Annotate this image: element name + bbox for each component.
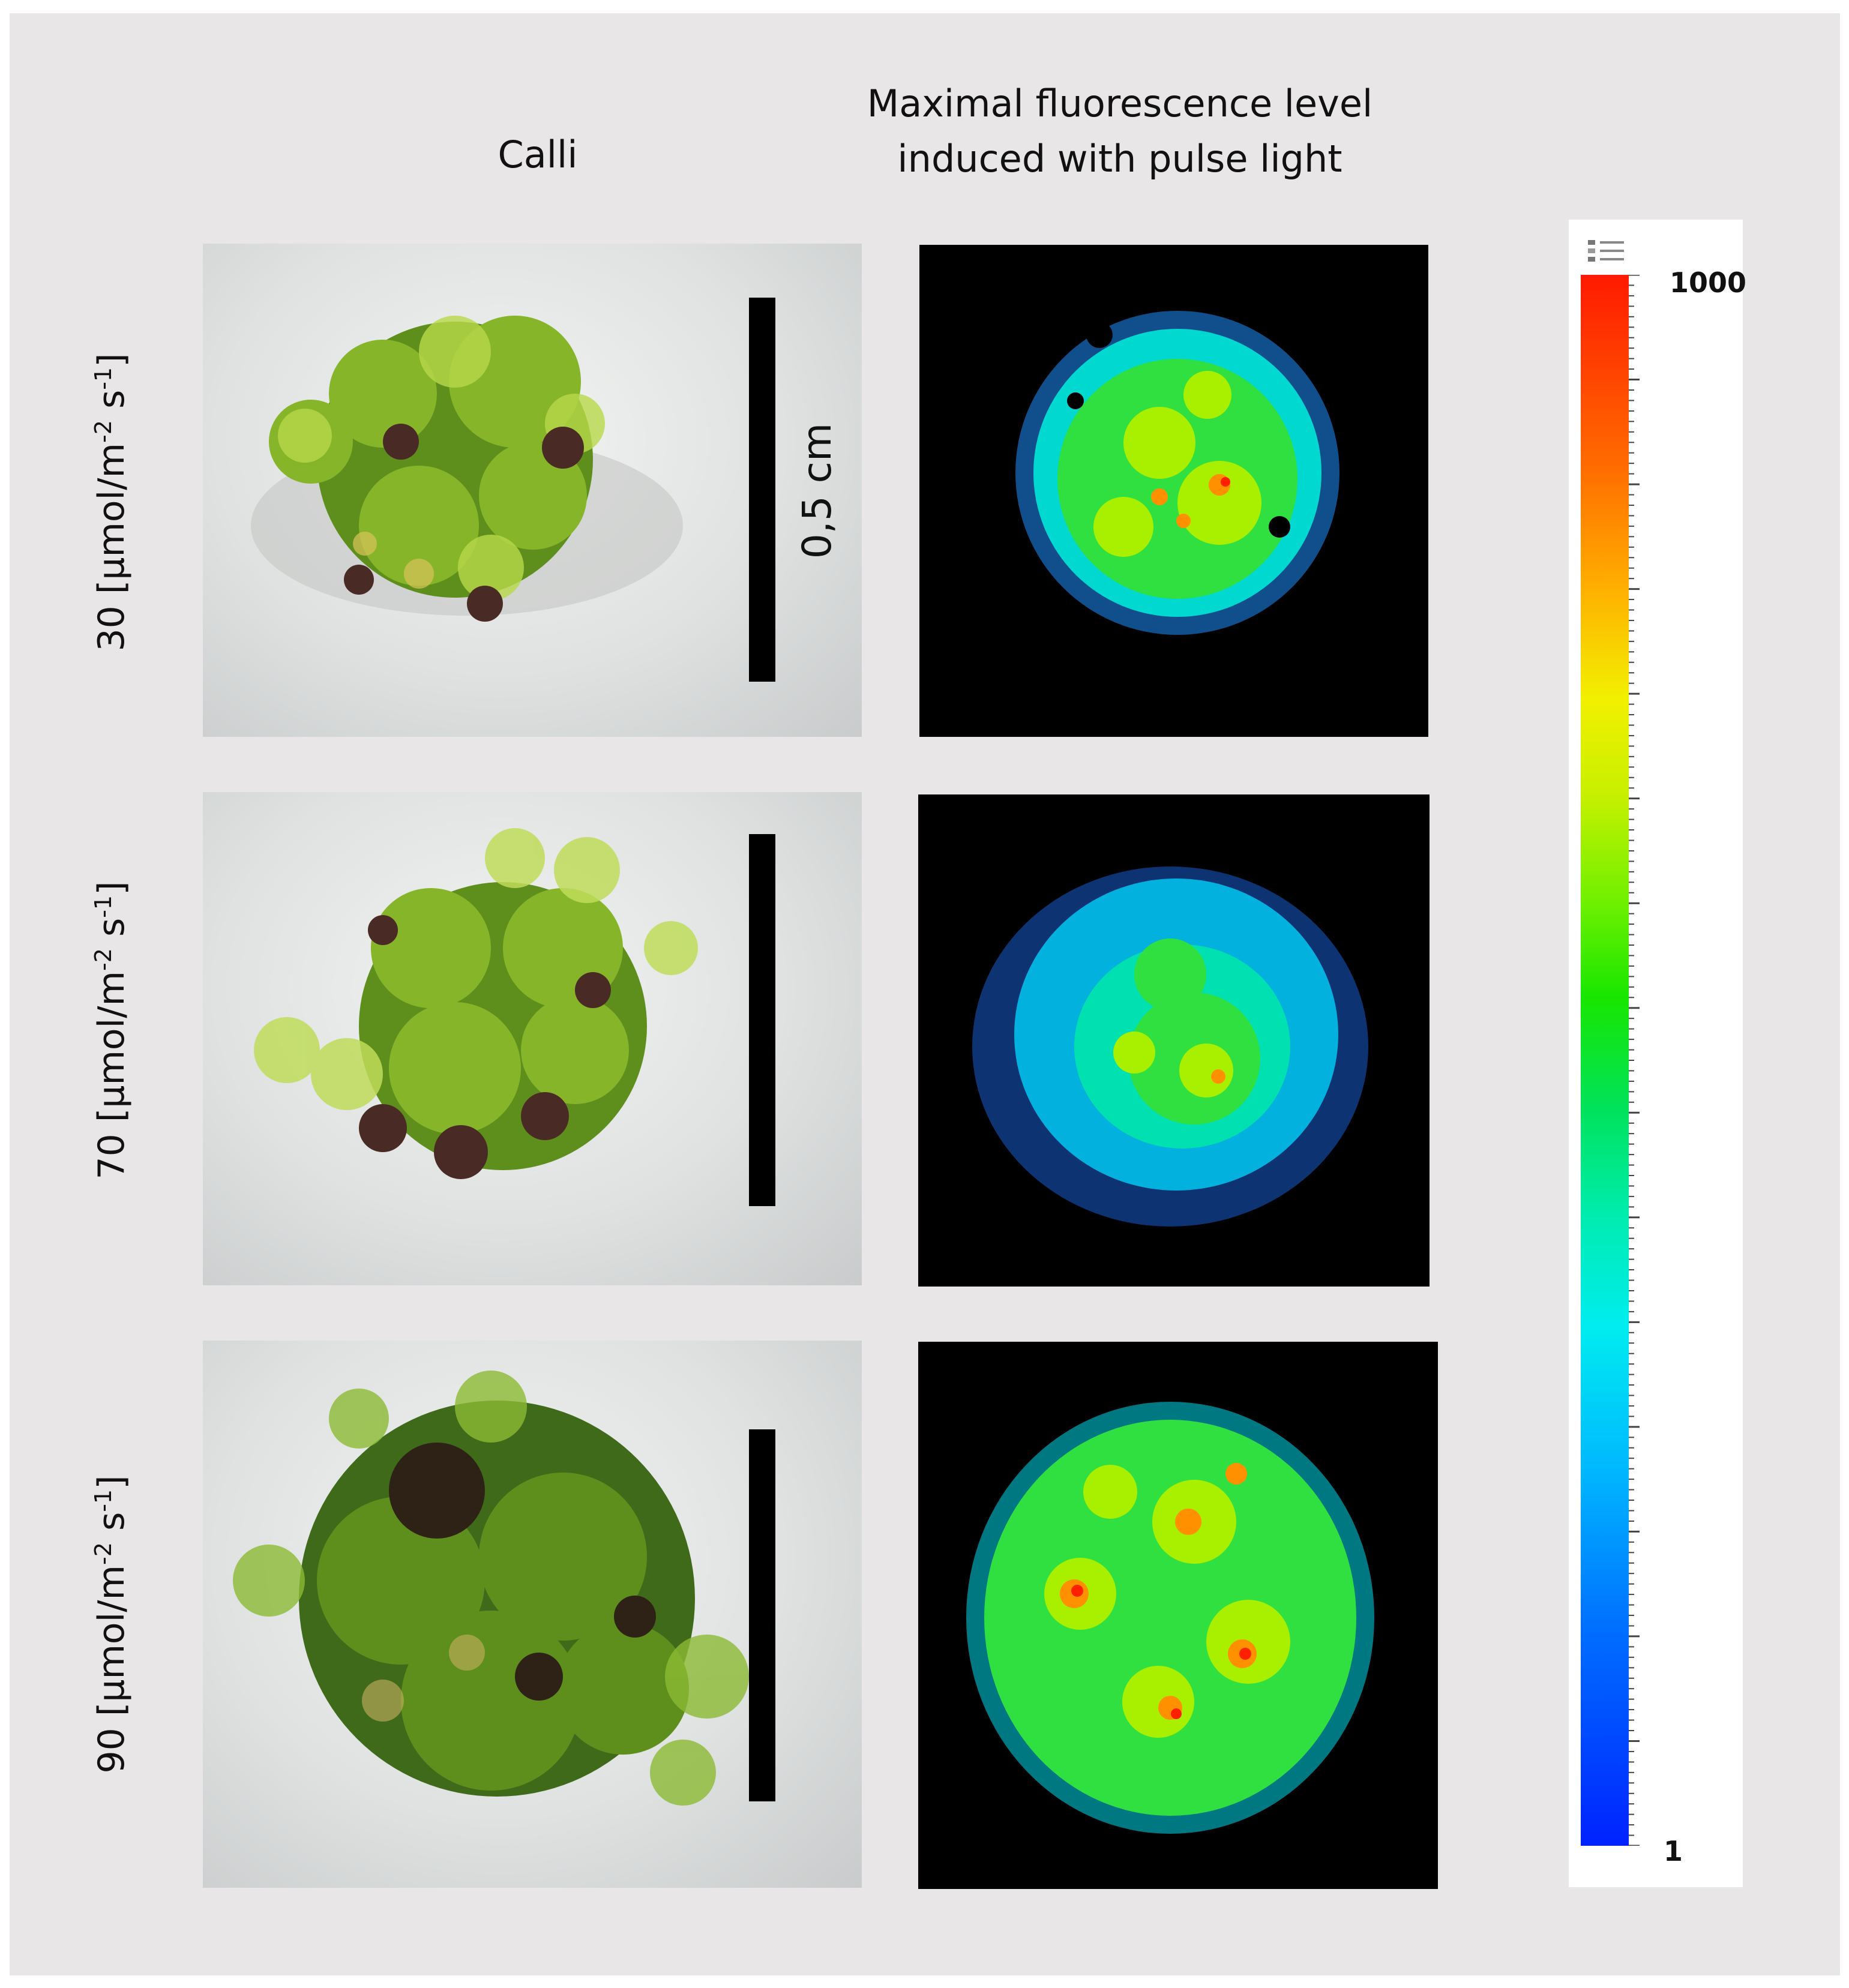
scale-bar [749,298,775,682]
callus-illustration [251,316,683,622]
calli-column-title: Calli [498,133,578,176]
fluorescence-image-30 [919,245,1428,737]
scale-bar-label: 0,5 cm [794,422,840,559]
colorbar-min-label: 1 [1664,1835,1683,1867]
row-label-70: 70 [µmol/m-2 s-1] [90,881,133,1180]
fluorescence-column-title: Maximal fluorescence level induced with … [867,82,1373,181]
fluorescence-map [966,1402,1374,1834]
fluorescence-image-90 [918,1342,1438,1889]
fluorescence-map [1015,311,1339,635]
colorbar-ticks [1629,275,1640,1846]
colorbar-max-label: 1000 [1670,266,1747,299]
callus-illustration [254,828,698,1179]
colorbar-gradient [1581,275,1629,1846]
figure-panel: Calli Maximal fluorescence level induced… [10,13,1840,1975]
row-label-30: 30 [µmol/m-2 s-1] [90,353,133,652]
fluorescence-map [972,866,1368,1227]
callus-illustration [233,1371,749,1806]
scale-bar [749,1429,775,1801]
row-label-90: 90 [µmol/m-2 s-1] [90,1475,133,1774]
legend-thumbnail-icon [1588,240,1624,262]
scale-bar [749,834,775,1206]
fluorescence-image-70 [918,794,1430,1287]
colorbar-panel: 1000 1 [1569,220,1747,1887]
